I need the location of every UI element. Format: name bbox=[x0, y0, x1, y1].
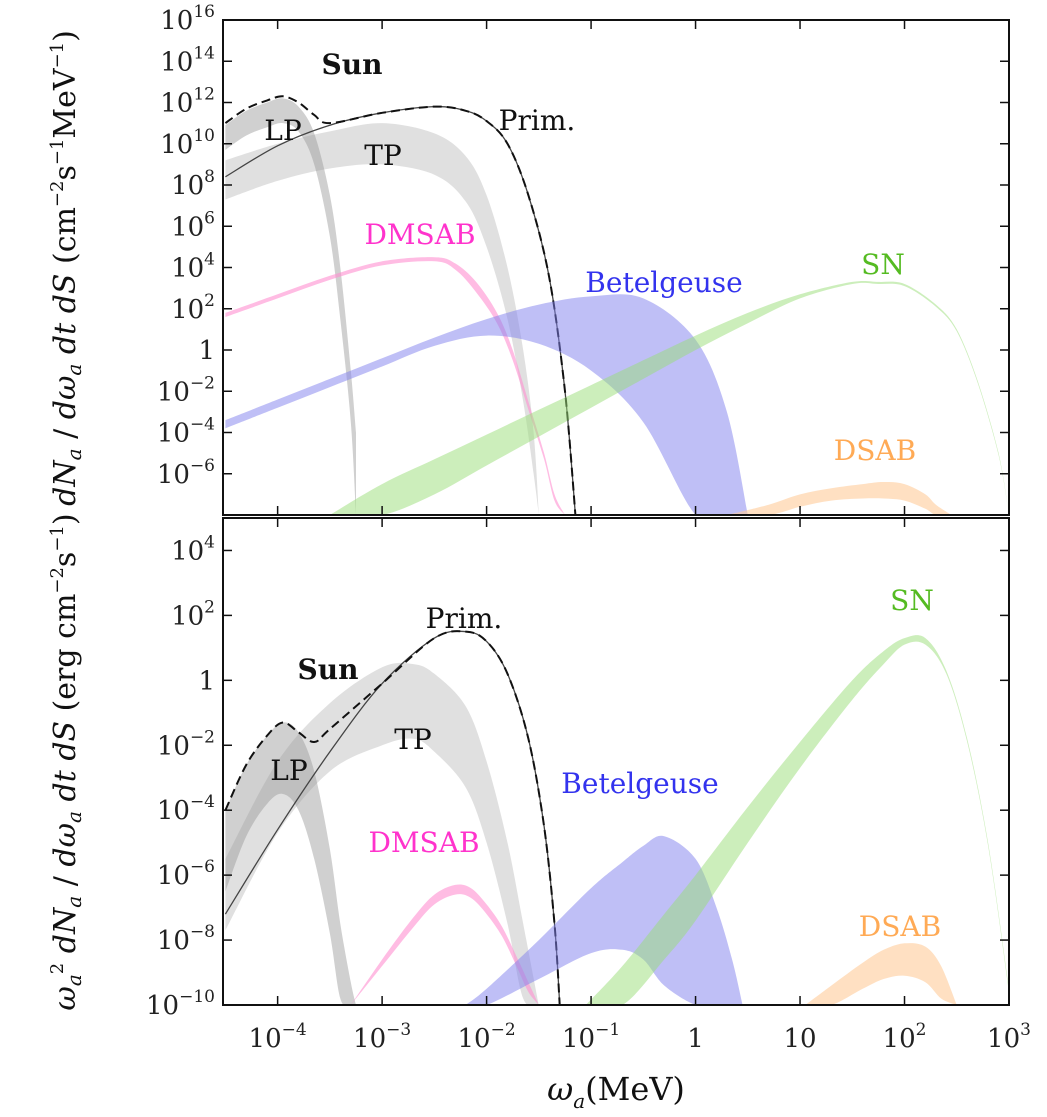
top-annotation-dmsab: DMSAB bbox=[364, 218, 475, 251]
bot-series-betelgeuse-band bbox=[465, 835, 743, 1005]
bottom-panel-frame bbox=[222, 517, 1010, 1006]
bot-ytick-label: 10−8 bbox=[157, 922, 215, 956]
bot-annotation-sn: SN bbox=[890, 584, 934, 617]
top-annotation-lp: LP bbox=[264, 114, 301, 147]
bot-series-dsab-band bbox=[805, 943, 957, 1005]
svg-text:ωa2 dNa / dωa dt dS (erg cm−2s: ωa2 dNa / dωa dt dS (erg cm−2s−1) bbox=[47, 513, 86, 1010]
xtick-label: 10−1 bbox=[562, 1020, 620, 1054]
xtick-label: 10−4 bbox=[249, 1020, 307, 1054]
xtick-label: 102 bbox=[883, 1020, 927, 1054]
svg-text:dNa / dωa dt dS (cm−2s−1MeV−1): dNa / dωa dt dS (cm−2s−1MeV−1) bbox=[47, 30, 86, 506]
bot-annotation-tp: TP bbox=[394, 723, 432, 756]
bot-ytick-label: 102 bbox=[171, 597, 215, 631]
bottom-y-axis-label: ωa2 dNa / dωa dt dS (erg cm−2s−1) bbox=[47, 513, 86, 1010]
bot-annotation-dmsab: DMSAB bbox=[368, 826, 479, 859]
bot-series-sn-band bbox=[585, 635, 1009, 1005]
top-series-dmsab-band bbox=[225, 257, 565, 515]
top-annotation-sn: SN bbox=[861, 248, 905, 281]
bot-series-tp-band bbox=[225, 662, 539, 1005]
bottom-panel: 104 102 1 10−2 10−4 10−6 10−8 10−10 10−4 10−3 10−2… bbox=[146, 518, 1031, 1054]
top-ytick-label: 1012 bbox=[160, 85, 215, 119]
top-annotation-sun: Sun bbox=[322, 48, 383, 81]
top-annotation-tp: TP bbox=[364, 139, 402, 172]
top-y-axis-label: dNa / dωa dt dS (cm−2s−1MeV−1) bbox=[47, 30, 86, 506]
top-panel: 1016 1014 1012 1010 108 106 104 102 1 10−2 10−4 10−… bbox=[157, 2, 1010, 515]
top-ytick-label: 1014 bbox=[160, 43, 215, 77]
top-ytick-label: 104 bbox=[171, 250, 215, 284]
bot-annotation-lp: LP bbox=[270, 754, 307, 787]
top-series-betelgeuse-band bbox=[225, 294, 748, 515]
top-series-lp-band bbox=[225, 98, 356, 515]
bot-ytick-label: 10−10 bbox=[146, 987, 215, 1021]
top-ytick-label: 108 bbox=[171, 167, 215, 201]
xtick-label: 103 bbox=[987, 1020, 1031, 1054]
bot-annotation-betelgeuse: Betelgeuse bbox=[561, 767, 718, 800]
bot-ytick-label: 10−6 bbox=[157, 857, 215, 891]
xtick-label: 10−3 bbox=[353, 1020, 411, 1054]
bot-ytick-label: 10−4 bbox=[157, 792, 215, 826]
bot-series-sun-total-line bbox=[224, 630, 561, 1005]
bot-annotation-prim: Prim. bbox=[426, 602, 503, 635]
bot-ytick-label: 10−2 bbox=[157, 727, 215, 761]
bot-series-dmsab-band bbox=[350, 884, 539, 1005]
top-ytick-label: 102 bbox=[171, 291, 215, 325]
bot-ytick-label: 104 bbox=[171, 532, 215, 566]
bot-annotation-dsab: DSAB bbox=[859, 910, 941, 943]
bot-ytick-label: 1 bbox=[198, 666, 215, 696]
top-annotation-dsab: DSAB bbox=[834, 434, 916, 467]
bot-series-lp-band bbox=[225, 722, 356, 1005]
xtick-label: 1 bbox=[687, 1024, 704, 1054]
bot-annotation-sun: Sun bbox=[298, 653, 359, 686]
top-series-tp-band bbox=[225, 123, 539, 515]
top-ytick-label: 10−2 bbox=[157, 373, 215, 407]
top-annotation-prim: Prim. bbox=[499, 104, 576, 137]
svg-text:ωa(MeV): ωa(MeV) bbox=[547, 1070, 685, 1113]
top-series-sn-band bbox=[329, 280, 1009, 515]
top-ytick-label: 10−6 bbox=[157, 456, 215, 490]
top-ytick-label: 1010 bbox=[160, 126, 215, 160]
top-series-sun-total-line bbox=[224, 95, 577, 515]
xtick-label: 10 bbox=[783, 1024, 816, 1054]
xtick-label: 10−2 bbox=[458, 1020, 516, 1054]
top-series-dsab-band bbox=[726, 482, 952, 515]
x-axis-label: ωa(MeV) bbox=[547, 1070, 685, 1113]
top-ytick-label: 10−4 bbox=[157, 415, 215, 449]
top-ytick-label: 1016 bbox=[160, 2, 215, 36]
top-panel-frame bbox=[222, 19, 1010, 516]
top-ytick-label: 106 bbox=[171, 208, 215, 242]
top-annotation-betelgeuse: Betelgeuse bbox=[585, 266, 742, 299]
top-ytick-label: 1 bbox=[198, 336, 215, 366]
